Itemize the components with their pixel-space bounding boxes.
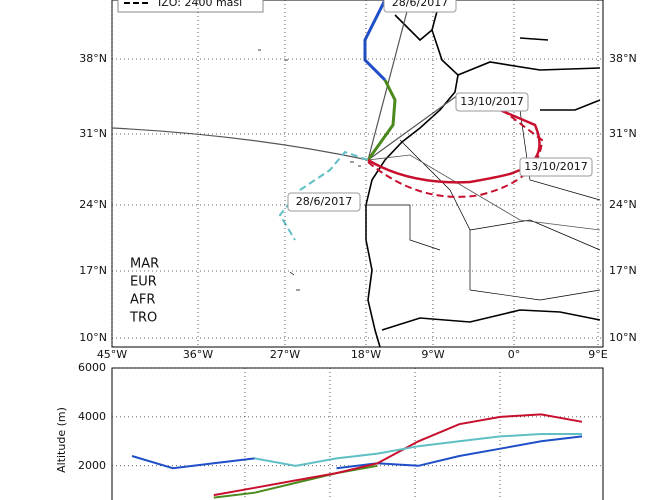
date-label-box bbox=[455, 92, 529, 112]
lon-tick-label: 9°E bbox=[588, 348, 607, 361]
lat-tick-label: 17°N bbox=[79, 264, 107, 277]
y-axis-label: Altitude (m) bbox=[55, 407, 68, 473]
coastline bbox=[394, 14, 601, 111]
legend-entry: MAR bbox=[130, 257, 159, 272]
date-label: 13/10/2017 bbox=[524, 160, 587, 173]
lon-tick-label: 36°W bbox=[183, 348, 213, 361]
legend-label: IZO: 2400 masl bbox=[158, 0, 242, 9]
coastline bbox=[381, 309, 601, 331]
afr-trajectory bbox=[367, 108, 541, 184]
series-line bbox=[131, 435, 583, 470]
lat-tick-label: 10°N bbox=[609, 331, 637, 344]
map: IZO: 2400 masl bbox=[111, 0, 604, 348]
y-tick-label: 6000 bbox=[78, 361, 106, 374]
mar-trajectory bbox=[363, 0, 387, 82]
series-line bbox=[213, 413, 583, 497]
lat-tick-label: 10°N bbox=[79, 331, 107, 344]
legend-entry: TRO bbox=[129, 311, 157, 326]
coastline bbox=[365, 0, 459, 348]
date-label: 13/10/2017 bbox=[460, 95, 523, 108]
lat-tick-label: 31°N bbox=[609, 127, 637, 140]
path-line bbox=[367, 0, 411, 161]
date-label: 28/6/2017 bbox=[296, 195, 352, 208]
path-line bbox=[111, 94, 459, 161]
lon-tick-label: 18°W bbox=[351, 348, 381, 361]
lon-tick-label: 27°W bbox=[270, 348, 300, 361]
series-line bbox=[213, 464, 378, 499]
lat-tick-label: 17°N bbox=[609, 264, 637, 277]
eur-trajectory bbox=[366, 79, 397, 161]
lat-tick-label: 24°N bbox=[609, 198, 637, 211]
lat-tick-label: 38°N bbox=[79, 52, 107, 65]
lon-tick-label: 0° bbox=[508, 348, 521, 361]
lat-tick-label: 31°N bbox=[79, 127, 107, 140]
date-label: 28/6/2017 bbox=[392, 0, 448, 9]
legend-box bbox=[117, 0, 264, 13]
series-line bbox=[254, 433, 582, 467]
y-tick-label: 4000 bbox=[78, 410, 106, 423]
island bbox=[258, 49, 361, 291]
legend-entry: EUR bbox=[130, 275, 157, 290]
lat-tick-label: 24°N bbox=[79, 198, 107, 211]
date-label-box bbox=[519, 157, 593, 177]
map-frame bbox=[111, 0, 604, 348]
lat-tick-label: 38°N bbox=[609, 52, 637, 65]
border bbox=[366, 109, 601, 301]
plot-frame bbox=[111, 367, 604, 500]
y-tick-label: 2000 bbox=[78, 459, 106, 472]
lon-tick-label: 45°W bbox=[97, 348, 127, 361]
path-line bbox=[367, 154, 601, 231]
date-label-box bbox=[287, 192, 361, 212]
legend-entry: AFR bbox=[130, 293, 155, 308]
lon-tick-label: 9°W bbox=[421, 348, 444, 361]
date-label-box bbox=[383, 0, 457, 13]
